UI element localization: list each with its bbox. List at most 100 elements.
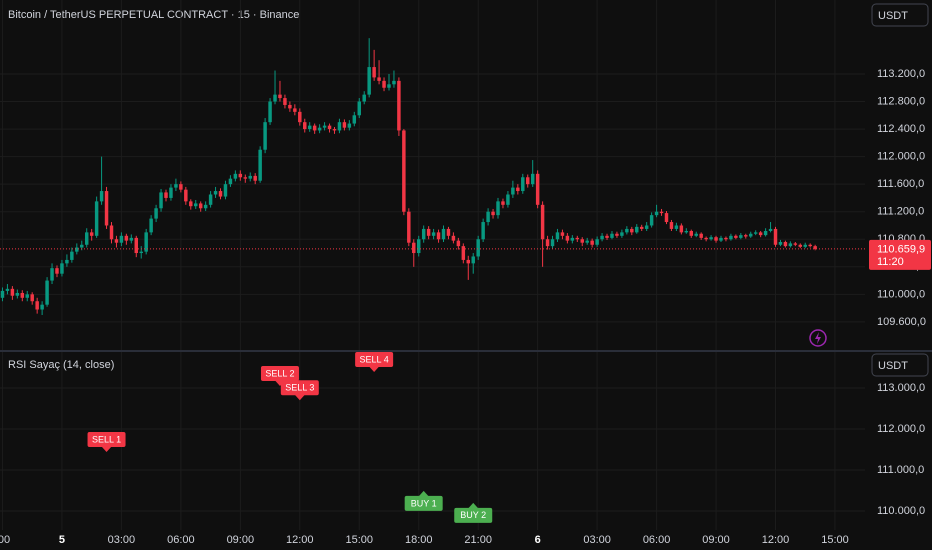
countdown-label: 11:20 <box>877 256 904 268</box>
candle-body <box>416 239 421 254</box>
candle-body <box>456 240 461 247</box>
candle-body <box>189 201 193 207</box>
candle-body <box>109 225 114 240</box>
candle-body <box>50 268 54 281</box>
candle-body <box>179 184 183 190</box>
candle-body <box>164 192 168 198</box>
candle-body <box>119 235 124 243</box>
candle-body <box>263 122 267 150</box>
lightning-icon[interactable] <box>815 332 821 344</box>
candle-body <box>154 208 158 219</box>
y-tick-label: 110.000,0 <box>877 288 925 300</box>
candle-body <box>55 268 59 274</box>
signal-box <box>404 495 443 511</box>
candle-body <box>521 177 525 192</box>
chart-title: Bitcoin / TetherUS PERPETUAL CONTRACT · … <box>8 9 299 21</box>
candle-body <box>486 211 490 223</box>
candle-body <box>357 101 361 116</box>
candle-body <box>758 232 763 236</box>
candle-body <box>198 203 203 209</box>
candle-body <box>387 84 391 88</box>
x-tick-label: 06:00 <box>167 534 195 546</box>
candle-body <box>248 175 252 179</box>
y-tick-label: 111.000,0 <box>877 464 924 476</box>
candle-body <box>223 184 228 197</box>
candle-body <box>75 247 79 252</box>
candle-body <box>283 98 287 105</box>
y-tick-label: 112.000,0 <box>877 423 925 435</box>
x-tick-label: 09:00 <box>702 534 730 546</box>
candle-body <box>40 304 44 310</box>
candle-body <box>203 204 208 209</box>
candle-body <box>709 237 713 240</box>
candle-body <box>699 233 703 238</box>
candle-body <box>352 115 357 124</box>
candle-body <box>426 228 431 236</box>
candle-body <box>803 244 807 247</box>
candle-body <box>337 122 342 131</box>
candle-body <box>372 67 376 78</box>
currency-label[interactable]: USDT <box>878 10 908 22</box>
candle-body <box>635 226 639 233</box>
candle-body <box>307 125 312 130</box>
candle-body <box>421 228 426 240</box>
candle-body <box>392 80 396 85</box>
candle-body <box>644 225 649 229</box>
candle-body <box>402 130 406 212</box>
candle-body <box>238 173 243 178</box>
button-frame[interactable] <box>871 353 929 377</box>
y-tick-label: 110.000,0 <box>877 505 925 517</box>
x-tick-label: 12:00 <box>286 534 314 546</box>
y-tick-label: 113.200,0 <box>877 68 925 80</box>
candle-body <box>213 191 218 195</box>
candle-body <box>278 94 282 99</box>
lightning-button[interactable] <box>809 329 827 347</box>
x-tick-label: 12:00 <box>762 534 790 546</box>
candle-body <box>461 246 466 260</box>
button-frame[interactable] <box>871 3 929 27</box>
candle-body <box>327 125 332 130</box>
candle-body <box>585 240 589 243</box>
candle-body <box>714 237 718 241</box>
candle-body <box>114 239 119 243</box>
candle-body <box>367 67 371 95</box>
signal-box <box>454 507 493 523</box>
candle-body <box>595 239 599 245</box>
x-tick-label: 09:00 <box>227 534 255 546</box>
candle-body <box>94 201 99 236</box>
candle-body <box>491 211 495 216</box>
signal-label: BUY 1 <box>411 498 437 508</box>
candle-body <box>208 194 213 205</box>
candle-body <box>516 187 520 192</box>
candle-body <box>431 232 436 236</box>
candle-body <box>0 290 5 298</box>
y-tick-label: 109.600,0 <box>877 316 926 328</box>
candle-body <box>615 233 619 236</box>
x-tick-label: 03:00 <box>583 534 611 546</box>
candle-body <box>70 251 74 260</box>
candle-body <box>813 246 817 249</box>
candle-body <box>382 80 386 88</box>
last-price-box <box>869 239 931 270</box>
x-tick-label: 15:00 <box>821 534 849 546</box>
candle-body <box>734 235 738 238</box>
signal-label: SELL 3 <box>285 383 314 393</box>
candle-body <box>273 94 277 102</box>
candle-body <box>30 294 34 302</box>
candle-body <box>768 228 773 231</box>
candle-body <box>729 235 733 240</box>
candle-body <box>748 233 753 237</box>
candle-body <box>471 256 475 264</box>
candle-body <box>184 189 188 202</box>
candle-body <box>783 242 788 247</box>
candle-body <box>10 288 15 296</box>
currency-label[interactable]: USDT <box>878 360 908 372</box>
lightning-circle[interactable] <box>809 329 827 347</box>
currency-button[interactable]: USDT <box>871 3 929 27</box>
candle-body <box>104 191 109 226</box>
candle-body <box>590 240 594 245</box>
candle-body <box>679 225 684 233</box>
currency-button[interactable]: USDT <box>871 353 929 377</box>
x-tick-label: 21:00 <box>464 534 492 546</box>
candle-body <box>555 232 560 240</box>
